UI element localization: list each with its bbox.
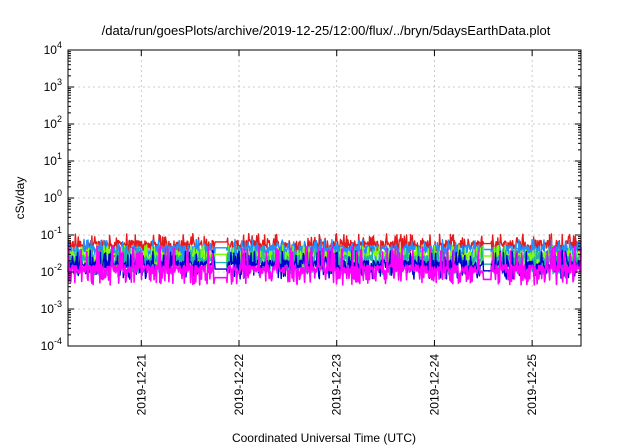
- series-line-2: [67, 238, 582, 264]
- x-tick-label: 2019-12-22: [232, 354, 246, 416]
- axis-ticks: 10-4 10-3 10-2 10-1 100 101 102 103 104 2019-12-2…: [41, 40, 581, 415]
- y-tick-label: 102: [44, 114, 62, 131]
- y-tick-label: 10-3: [41, 299, 62, 316]
- y-tick-label: 10-1: [41, 225, 62, 242]
- chart-title: /data/run/goesPlots/archive/2019-12-25/1…: [102, 23, 551, 38]
- y-tick-label: 104: [44, 40, 62, 57]
- y-axis-label: cSv/day: [13, 177, 27, 220]
- x-axis-label: Coordinated Universal Time (UTC): [232, 431, 416, 445]
- x-tick-label: 2019-12-21: [134, 354, 148, 416]
- x-tick-label: 2019-12-25: [525, 354, 539, 416]
- series-line-5: [67, 249, 582, 280]
- y-tick-label: 10-4: [41, 336, 62, 353]
- plot-series: [67, 233, 582, 286]
- series-line-6: [67, 245, 582, 286]
- y-tick-label: 101: [44, 151, 62, 168]
- x-tick-label: 2019-12-24: [427, 354, 441, 416]
- y-tick-label: 10-2: [41, 262, 62, 279]
- grid-lines: [68, 50, 581, 346]
- y-tick-label: 103: [44, 77, 62, 94]
- y-tick-label: 100: [44, 188, 62, 205]
- x-tick-label: 2019-12-23: [330, 354, 344, 416]
